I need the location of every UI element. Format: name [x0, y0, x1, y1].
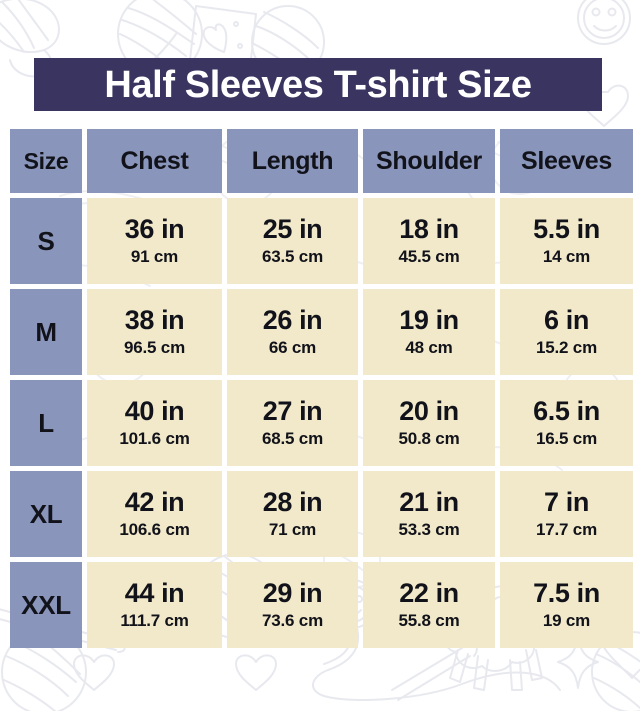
- size-label: S: [37, 225, 55, 256]
- length-cell: 29 in 73.6 cm: [227, 562, 358, 648]
- column-header-shoulder: Shoulder: [363, 129, 495, 193]
- value-centimeters: 66 cm: [268, 337, 317, 357]
- value-centimeters: 73.6 cm: [262, 610, 323, 630]
- column-header-length: Length: [227, 129, 358, 193]
- table-header-row: Size Chest Length Shoulder Sleeves: [10, 129, 633, 193]
- column-header-label: Length: [251, 146, 334, 175]
- value-inches: 26 in: [262, 304, 323, 335]
- value-inches: 18 in: [399, 213, 459, 244]
- value-centimeters: 111.7 cm: [120, 610, 189, 630]
- value-inches: 20 in: [399, 395, 459, 426]
- value-inches: 19 in: [399, 304, 459, 335]
- column-header-size: Size: [10, 129, 82, 193]
- page-title: Half Sleeves T-shirt Size: [104, 63, 532, 106]
- value-inches: 40 in: [124, 395, 185, 426]
- length-cell: 28 in 71 cm: [227, 471, 358, 557]
- value-centimeters: 96.5 cm: [124, 337, 185, 357]
- value-centimeters: 101.6 cm: [119, 428, 190, 448]
- value-centimeters: 50.8 cm: [398, 428, 460, 448]
- value-inches: 25 in: [262, 213, 323, 244]
- column-header-sleeves: Sleeves: [500, 129, 633, 193]
- sleeves-cell: 5.5 in 14 cm: [500, 198, 633, 284]
- value-centimeters: 63.5 cm: [262, 246, 323, 266]
- table-row: M 38 in 96.5 cm 26 in 66 cm 19 in 48 cm …: [10, 289, 633, 375]
- shoulder-cell: 20 in 50.8 cm: [363, 380, 495, 466]
- value-centimeters: 16.5 cm: [536, 428, 597, 448]
- column-header-label: Shoulder: [376, 146, 482, 175]
- value-centimeters: 71 cm: [268, 519, 317, 539]
- chest-cell: 36 in 91 cm: [87, 198, 222, 284]
- title-banner: Half Sleeves T-shirt Size: [34, 58, 602, 111]
- value-centimeters: 55.8 cm: [398, 610, 460, 630]
- size-cell: M: [10, 289, 82, 375]
- value-centimeters: 45.5 cm: [398, 246, 460, 266]
- chest-cell: 44 in 111.7 cm: [87, 562, 222, 648]
- value-centimeters: 17.7 cm: [536, 519, 597, 539]
- value-inches: 6.5 in: [533, 395, 600, 426]
- length-cell: 27 in 68.5 cm: [227, 380, 358, 466]
- length-cell: 25 in 63.5 cm: [227, 198, 358, 284]
- value-centimeters: 53.3 cm: [398, 519, 460, 539]
- size-cell: XL: [10, 471, 82, 557]
- value-inches: 28 in: [262, 486, 323, 517]
- sleeves-cell: 6 in 15.2 cm: [500, 289, 633, 375]
- chest-cell: 38 in 96.5 cm: [87, 289, 222, 375]
- column-header-label: Sleeves: [520, 146, 613, 175]
- value-inches: 36 in: [124, 213, 185, 244]
- shoulder-cell: 18 in 45.5 cm: [363, 198, 495, 284]
- value-centimeters: 15.2 cm: [536, 337, 597, 357]
- size-label: XXL: [21, 589, 71, 620]
- value-centimeters: 106.6 cm: [119, 519, 190, 539]
- value-inches: 38 in: [124, 304, 185, 335]
- sleeves-cell: 7 in 17.7 cm: [500, 471, 633, 557]
- chest-cell: 40 in 101.6 cm: [87, 380, 222, 466]
- shoulder-cell: 21 in 53.3 cm: [363, 471, 495, 557]
- chest-cell: 42 in 106.6 cm: [87, 471, 222, 557]
- table-row: XL 42 in 106.6 cm 28 in 71 cm 21 in 53.3…: [10, 471, 633, 557]
- table-row: L 40 in 101.6 cm 27 in 68.5 cm 20 in 50.…: [10, 380, 633, 466]
- value-centimeters: 68.5 cm: [262, 428, 323, 448]
- size-label: L: [38, 407, 54, 438]
- shoulder-cell: 19 in 48 cm: [363, 289, 495, 375]
- size-cell: S: [10, 198, 82, 284]
- size-label: XL: [29, 498, 63, 529]
- sleeves-cell: 7.5 in 19 cm: [500, 562, 633, 648]
- column-header-chest: Chest: [87, 129, 222, 193]
- value-inches: 27 in: [262, 395, 323, 426]
- column-header-label: Size: [23, 147, 69, 174]
- value-inches: 6 in: [544, 304, 589, 335]
- value-inches: 5.5 in: [533, 213, 600, 244]
- column-header-label: Chest: [120, 146, 189, 175]
- size-label: M: [35, 316, 57, 347]
- value-inches: 21 in: [399, 486, 459, 517]
- value-inches: 22 in: [399, 577, 459, 608]
- size-cell: L: [10, 380, 82, 466]
- value-inches: 7 in: [544, 486, 589, 517]
- value-inches: 7.5 in: [533, 577, 600, 608]
- value-centimeters: 14 cm: [542, 246, 591, 266]
- sleeves-cell: 6.5 in 16.5 cm: [500, 380, 633, 466]
- size-cell: XXL: [10, 562, 82, 648]
- length-cell: 26 in 66 cm: [227, 289, 358, 375]
- value-inches: 29 in: [262, 577, 323, 608]
- size-chart-table: Size Chest Length Shoulder Sleeves S 36 …: [10, 129, 633, 648]
- value-centimeters: 48 cm: [405, 337, 453, 357]
- value-centimeters: 19 cm: [542, 610, 591, 630]
- value-inches: 44 in: [124, 577, 185, 608]
- value-inches: 42 in: [124, 486, 185, 517]
- table-row: S 36 in 91 cm 25 in 63.5 cm 18 in 45.5 c…: [10, 198, 633, 284]
- shoulder-cell: 22 in 55.8 cm: [363, 562, 495, 648]
- table-row: XXL 44 in 111.7 cm 29 in 73.6 cm 22 in 5…: [10, 562, 633, 648]
- value-centimeters: 91 cm: [130, 246, 179, 266]
